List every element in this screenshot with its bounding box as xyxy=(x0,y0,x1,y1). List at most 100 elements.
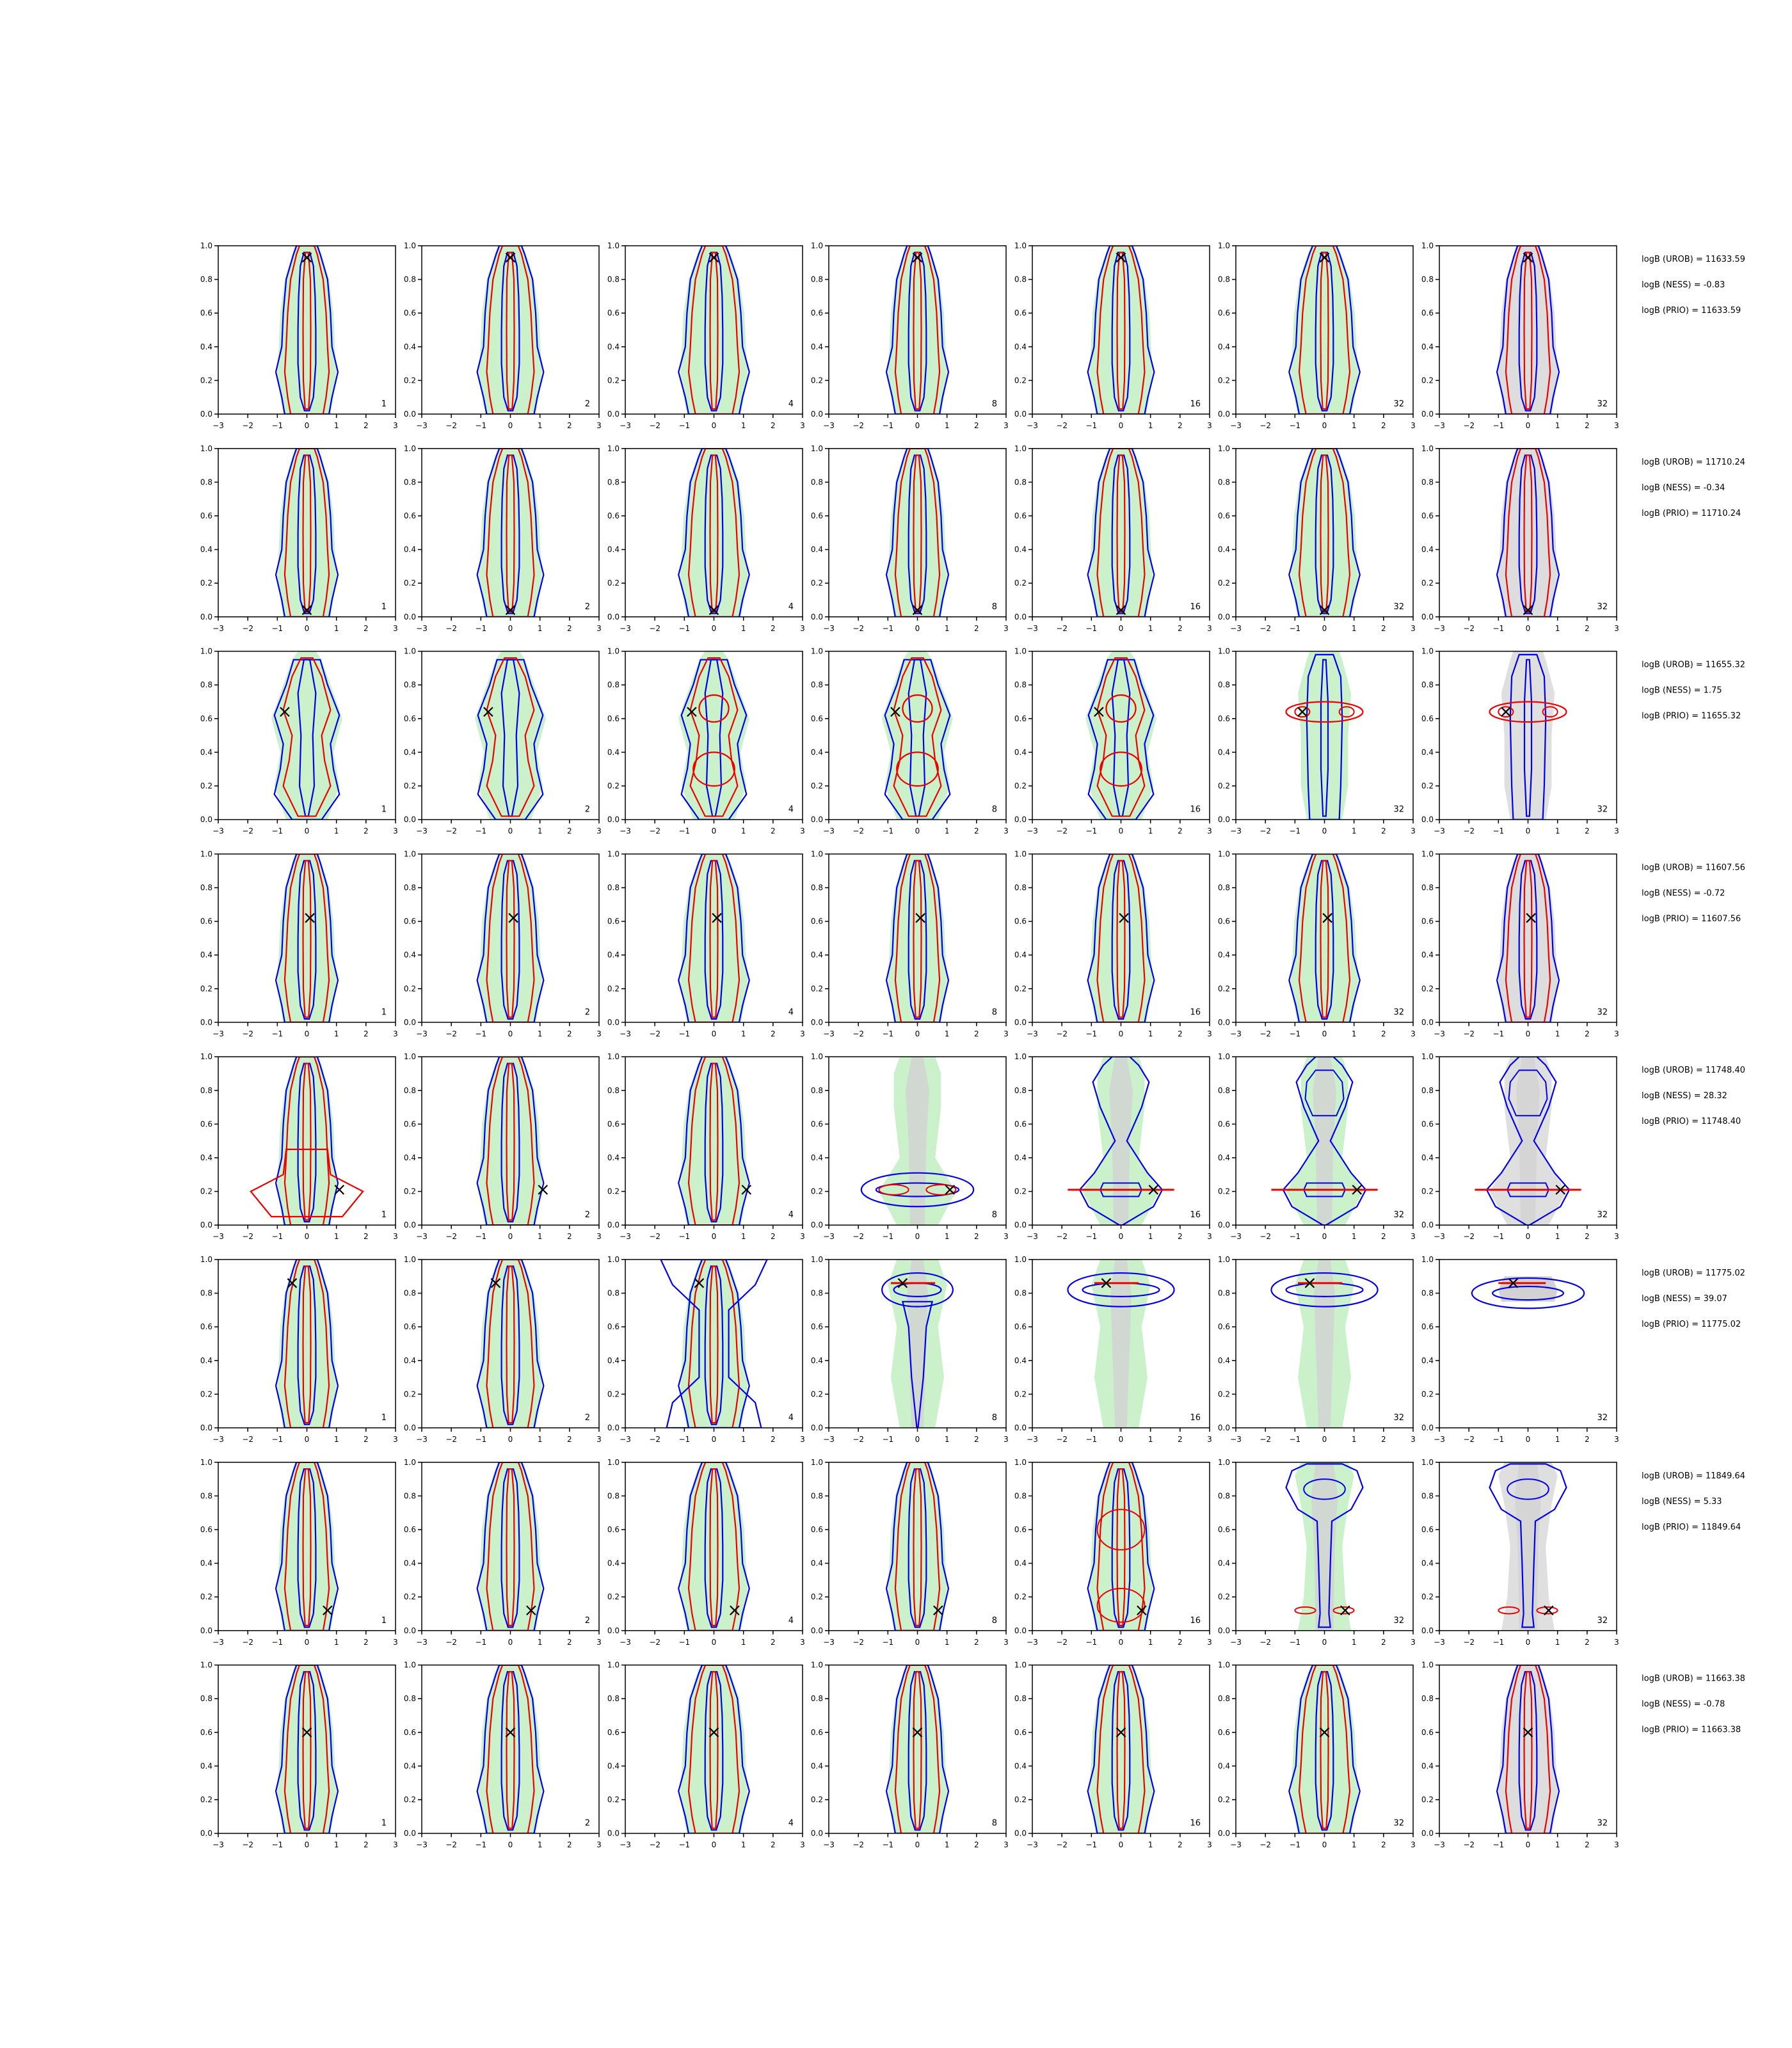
density-fill xyxy=(271,651,342,820)
panel-6-2: −3 −2 −1 0 1 2 3 0.0 0.2 0.4 0.6 0.8 1.0 2 xyxy=(404,1255,602,1444)
panel-label: 8 xyxy=(992,805,997,815)
x-tick-label: 3 xyxy=(596,624,602,633)
y-tick-label: 0.4 xyxy=(1014,1761,1027,1770)
x-tick-label: 2 xyxy=(567,1029,572,1038)
plot-area xyxy=(1285,1462,1364,1631)
y-tick-label: 0.8 xyxy=(607,275,620,284)
x-tick-label: −2 xyxy=(649,827,660,836)
x-tick-label: 2 xyxy=(771,1841,776,1850)
panel-row-8: −3 −2 −1 0 1 2 30.00.20.40.60.81.01−3 −2 −1 0 1 2 30… xyxy=(200,1661,1745,1850)
x-tick-label: 2 xyxy=(1178,1638,1183,1647)
y-tick-label: 0.8 xyxy=(404,1694,416,1703)
logb-annotation-3: logB (PRIO) = 11663.38 xyxy=(1642,1725,1741,1735)
x-tick-label: −2 xyxy=(852,1435,864,1444)
y-tick-label: 0.0 xyxy=(1014,612,1027,621)
y-tick-label: 0.2 xyxy=(404,579,416,588)
red-contour-inner xyxy=(709,860,719,1018)
red-contour-inner xyxy=(1116,1671,1126,1829)
y-tick-label: 0.0 xyxy=(1218,410,1230,419)
panel-label: 1 xyxy=(381,1007,387,1017)
x-tick-label: 0 xyxy=(1526,1638,1531,1647)
y-tick-label: 0.0 xyxy=(1421,1423,1434,1432)
red-contour-blob xyxy=(1096,1588,1146,1623)
y-tick-label: 0.0 xyxy=(1218,1018,1230,1027)
x-tick-label: 3 xyxy=(1004,1435,1009,1444)
y-tick-label: 0.0 xyxy=(811,1220,823,1229)
x-tick-label: −3 xyxy=(1434,827,1445,836)
y-tick-label: 0.2 xyxy=(404,1187,416,1196)
x-tick-label: −2 xyxy=(1260,1029,1271,1038)
x-tick-label: 0 xyxy=(1526,624,1531,633)
red-contour-inner xyxy=(302,252,312,410)
x-tick-label: 2 xyxy=(364,1232,369,1241)
y-tick-label: 0.8 xyxy=(1421,1086,1434,1095)
blue-contour-inner xyxy=(1111,252,1131,412)
x-tick-label: 2 xyxy=(771,1029,776,1038)
red-contour-inner xyxy=(302,1671,312,1829)
x-tick-label: 2 xyxy=(364,1841,369,1850)
x-tick-label: −3 xyxy=(416,1232,428,1241)
x-tick-label: 3 xyxy=(1004,1232,1009,1241)
y-tick-label: 1.0 xyxy=(607,1052,620,1061)
x-tick-label: 1 xyxy=(945,827,950,836)
panel-1-1: −3 −2 −1 0 1 2 3 0.0 0.2 0.4 0.6 0.8 1.0 1 xyxy=(200,241,398,430)
plot-area xyxy=(1288,1665,1361,1834)
panel-label: 32 xyxy=(1597,1819,1608,1828)
y-tick-label: 0.0 xyxy=(1218,1220,1230,1229)
x-tick-label: −1 xyxy=(1085,1232,1097,1241)
x-tick-label: −1 xyxy=(271,421,283,430)
true-value-marker xyxy=(305,913,315,924)
x-tick-label: 0 xyxy=(508,1638,513,1647)
y-tick-label: 1.0 xyxy=(1421,647,1434,656)
x-tick-label: 0 xyxy=(1526,421,1531,430)
red-contour-ring xyxy=(1338,706,1355,718)
x-tick-label: −3 xyxy=(1230,1232,1242,1241)
blue-contour-outer xyxy=(1496,246,1560,414)
blue-contour-outer xyxy=(885,1665,950,1834)
y-tick-label: 0.6 xyxy=(1218,917,1230,926)
x-tick-label: 2 xyxy=(1381,624,1386,633)
x-tick-label: −3 xyxy=(823,1435,835,1444)
plot-area xyxy=(250,1057,364,1226)
y-tick-label: 0.4 xyxy=(1014,342,1027,351)
logb-annotation-2: logB (NESS) = -0.83 xyxy=(1642,280,1725,290)
blue-contour-outer xyxy=(1067,1272,1175,1308)
y-tick-label: 1.0 xyxy=(404,1458,416,1467)
blue-contour-outer xyxy=(476,854,545,1023)
logb-annotation-1: logB (UROB) = 11655.32 xyxy=(1642,660,1745,670)
y-tick-label: 0.8 xyxy=(1014,275,1027,284)
y-tick-label: 0.0 xyxy=(811,1018,823,1027)
plot-area xyxy=(678,1665,750,1834)
red-contour-outer xyxy=(1298,854,1351,1023)
panel-1-7: −3 −2 −1 0 1 2 3 0.0 0.2 0.4 0.6 0.8 1.0 32 xyxy=(1421,241,1619,430)
true-value-marker xyxy=(505,252,516,263)
y-tick-label: 0.8 xyxy=(1218,1289,1230,1298)
y-tick-label: 1.0 xyxy=(1218,1052,1230,1061)
x-tick-label: −1 xyxy=(1085,624,1097,633)
x-tick-label: 3 xyxy=(1614,1232,1619,1241)
y-tick-label: 0.8 xyxy=(200,1694,212,1703)
panel-label: 1 xyxy=(381,399,387,409)
y-tick-label: 0.8 xyxy=(1014,1289,1027,1298)
panel-2-4: −3 −2 −1 0 1 2 3 0.0 0.2 0.4 0.6 0.8 1.0 8 xyxy=(811,444,1009,633)
y-tick-label: 1.0 xyxy=(607,647,620,656)
panel-label: 32 xyxy=(1597,602,1608,612)
x-tick-label: 2 xyxy=(364,1638,369,1647)
red-contour-inner xyxy=(302,860,312,1018)
x-tick-label: 2 xyxy=(974,1435,979,1444)
blue-contour-outer xyxy=(1288,246,1361,414)
y-tick-label: 0.6 xyxy=(404,308,416,317)
y-tick-label: 0.6 xyxy=(1218,511,1230,520)
y-tick-label: 1.0 xyxy=(607,241,620,250)
x-tick-label: −2 xyxy=(445,827,457,836)
x-tick-label: −3 xyxy=(212,624,224,633)
y-tick-label: 1.0 xyxy=(404,1661,416,1670)
y-tick-label: 1.0 xyxy=(200,1052,212,1061)
plot-area xyxy=(678,448,750,617)
y-tick-label: 0.0 xyxy=(1421,410,1434,419)
x-tick-label: −2 xyxy=(445,1232,457,1241)
blue-contour-outer xyxy=(1087,1462,1155,1631)
y-tick-label: 0.6 xyxy=(404,1728,416,1737)
y-tick-label: 0.4 xyxy=(1421,748,1434,756)
blue-contour-inner xyxy=(297,1265,317,1425)
